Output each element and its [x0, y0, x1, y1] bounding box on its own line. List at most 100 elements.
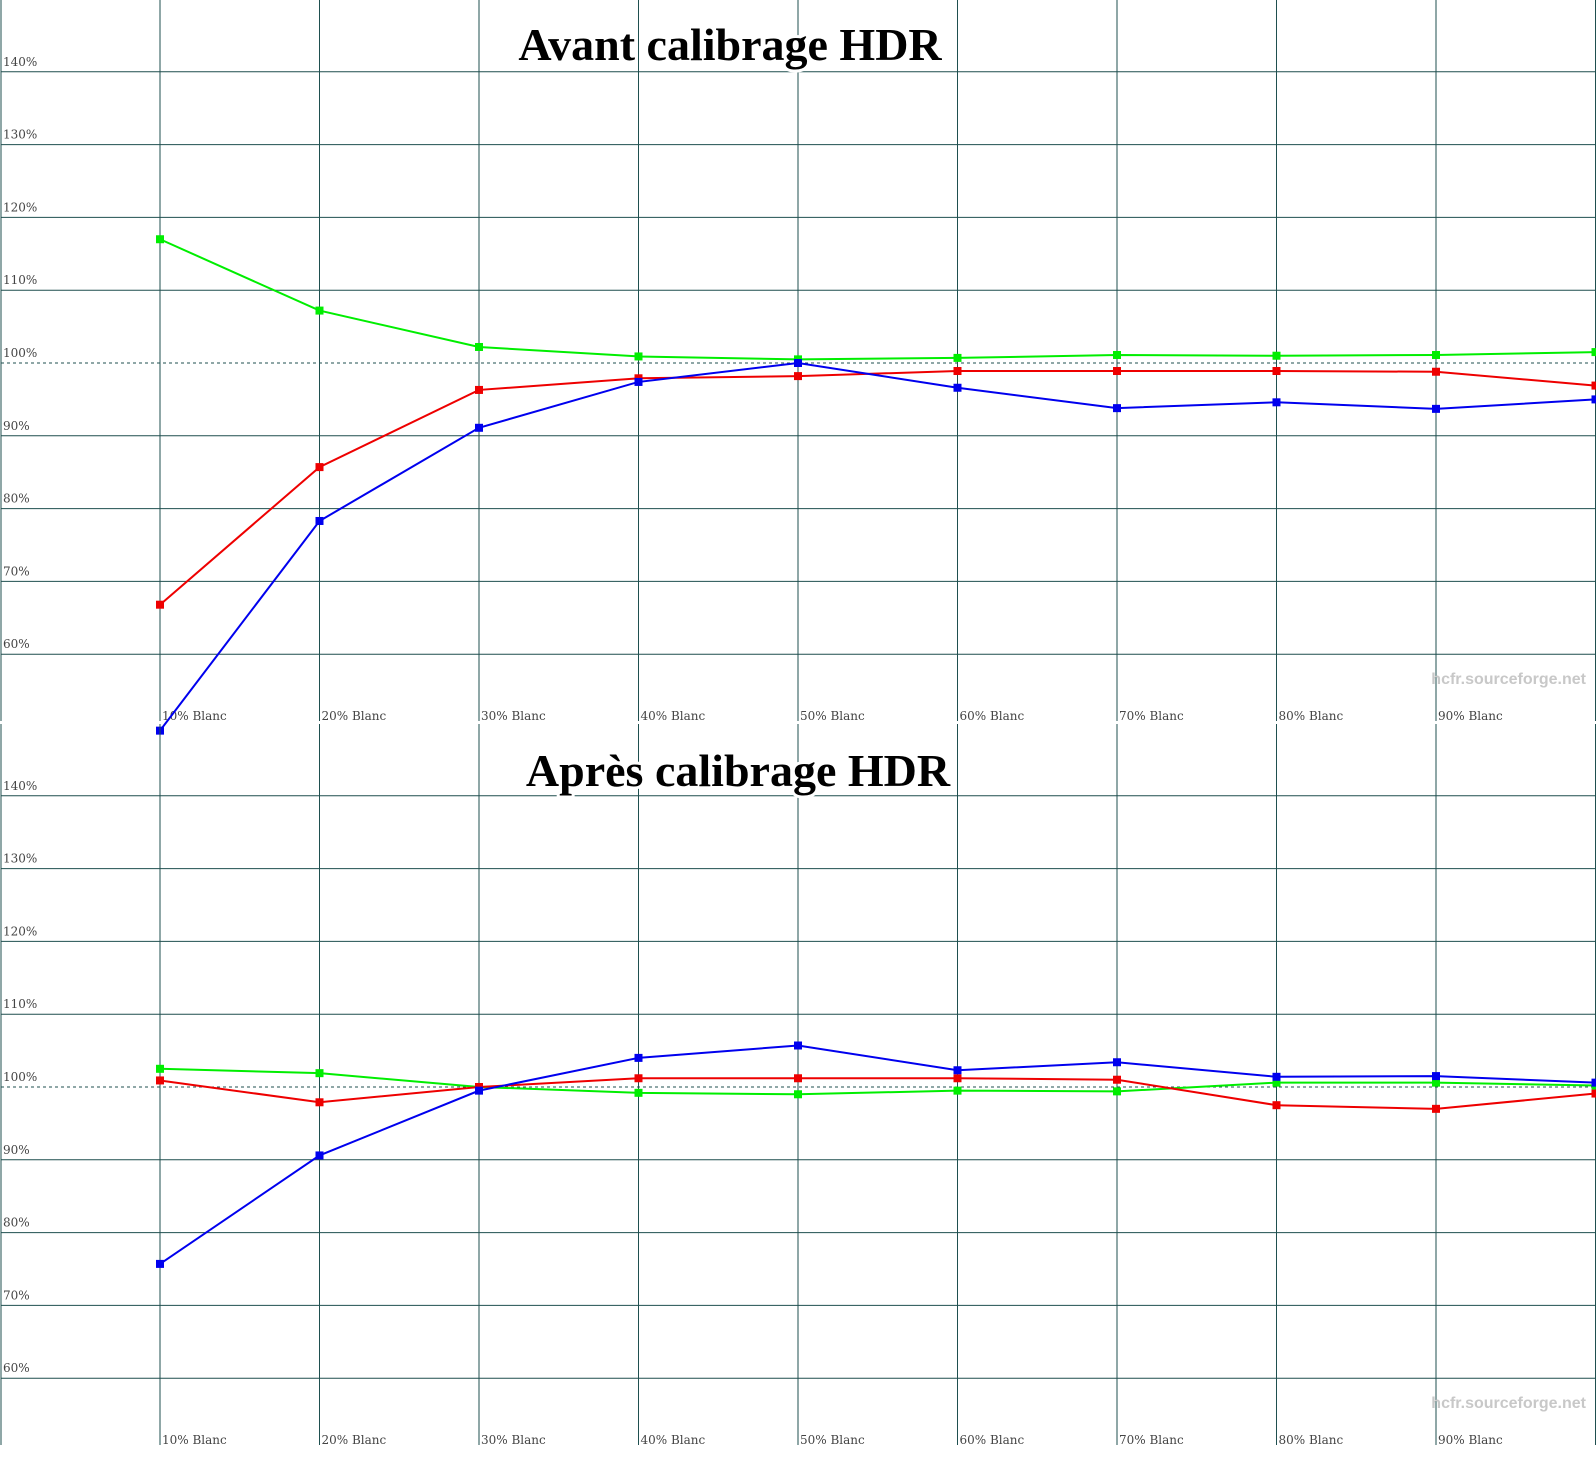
series-line-1 [159, 1067, 1596, 1096]
y-tick-label: 110% [3, 273, 37, 287]
data-point [1591, 348, 1596, 357]
data-point [156, 235, 164, 244]
y-tick-label: 100% [3, 1070, 37, 1084]
chart-title: Avant calibrage HDR [518, 19, 942, 70]
x-tick-label: 80% Blanc [1279, 709, 1344, 723]
x-tick-label: 70% Blanc [1119, 1433, 1184, 1447]
data-point [634, 352, 643, 361]
data-point [1113, 1087, 1121, 1096]
x-tick-label: 10% Blanc [162, 1433, 227, 1447]
y-tick-label: 90% [3, 1143, 30, 1157]
y-tick-label: 110% [3, 997, 37, 1011]
series-line-2 [159, 1077, 1596, 1110]
chart-title: Après calibrage HDR [526, 745, 951, 796]
x-tick-label: 60% Blanc [960, 1433, 1025, 1447]
data-point [634, 1053, 643, 1062]
data-point [953, 383, 962, 392]
series-line-3 [159, 361, 1596, 732]
data-point [953, 353, 962, 362]
data-point [1432, 1104, 1440, 1113]
x-tick-label: 90% Blanc [1438, 709, 1503, 723]
data-point [315, 1098, 324, 1107]
data-point [1432, 1078, 1440, 1087]
x-tick-label: 30% Blanc [481, 709, 546, 723]
y-tick-label: 130% [3, 852, 37, 866]
data-point [156, 1259, 164, 1268]
data-point [1432, 350, 1440, 359]
y-tick-label: 70% [3, 564, 30, 578]
data-point [794, 359, 802, 367]
series-line-3 [159, 1044, 1596, 1265]
data-point [1272, 1072, 1281, 1081]
y-tick-label: 120% [3, 200, 37, 214]
x-tick-label: 20% Blanc [322, 1433, 387, 1447]
data-point [1272, 1101, 1281, 1110]
chart-panel-1: 60% 70% 80% 90% 100% 110% 120% 130% 140% 10% Blan… [0, 0, 1596, 735]
data-point [953, 367, 962, 376]
y-tick-label: 70% [3, 1288, 30, 1302]
x-tick-label: 50% Blanc [800, 1433, 865, 1447]
data-point [1113, 1058, 1121, 1067]
data-point [1591, 1089, 1596, 1098]
y-tick-label: 130% [3, 128, 37, 142]
data-point [315, 1151, 324, 1160]
y-tick-label: 140% [3, 779, 37, 793]
data-point [1432, 404, 1440, 413]
series-line-1 [159, 238, 1596, 361]
y-tick-label: 140% [3, 55, 37, 69]
data-point [156, 600, 164, 609]
x-tick-label: 60% Blanc [960, 709, 1025, 723]
data-point [1591, 395, 1596, 404]
data-point [315, 516, 324, 525]
data-point [156, 1064, 164, 1073]
data-point [794, 1074, 802, 1083]
data-point [475, 342, 483, 351]
data-point [475, 385, 483, 394]
data-point [634, 1074, 643, 1083]
data-point [1272, 351, 1281, 360]
data-point [794, 1090, 802, 1099]
y-tick-label: 60% [3, 637, 30, 651]
data-point [1272, 398, 1281, 407]
data-point [315, 306, 324, 315]
y-tick-label: 80% [3, 1216, 30, 1230]
data-point [1113, 404, 1121, 413]
credit-watermark: hcfr.sourceforge.net [1431, 671, 1586, 688]
credit-watermark: hcfr.sourceforge.net [1431, 1395, 1586, 1412]
x-tick-label: 20% Blanc [322, 709, 387, 723]
data-point [1432, 367, 1440, 376]
y-tick-label: 60% [3, 1361, 30, 1375]
data-point [1113, 1075, 1121, 1084]
y-tick-label: 120% [3, 924, 37, 938]
x-tick-label: 70% Blanc [1119, 709, 1184, 723]
data-point [953, 1086, 962, 1095]
x-tick-label: 40% Blanc [641, 709, 706, 723]
data-point [475, 423, 483, 432]
data-point [634, 1088, 643, 1097]
data-point [634, 377, 643, 386]
x-tick-label: 80% Blanc [1279, 1433, 1344, 1447]
y-tick-label: 90% [3, 419, 30, 433]
data-point [794, 372, 802, 381]
series-line-2 [159, 370, 1596, 606]
data-point [315, 463, 324, 472]
data-point [1113, 367, 1121, 376]
x-tick-label: 90% Blanc [1438, 1433, 1503, 1447]
y-tick-label: 100% [3, 346, 37, 360]
data-point [1591, 1078, 1596, 1087]
data-point [1272, 367, 1281, 376]
data-point [953, 1074, 962, 1083]
y-tick-label: 80% [3, 492, 30, 506]
data-point [475, 1086, 483, 1095]
chart-panel-2: 60% 70% 80% 90% 100% 110% 120% 130% 140% 10% Blan… [0, 724, 1596, 1447]
data-point [794, 1041, 802, 1050]
x-tick-label: 30% Blanc [481, 1433, 546, 1447]
data-point [156, 1076, 164, 1085]
data-point [953, 1066, 962, 1075]
data-point [1113, 350, 1121, 359]
data-point [315, 1069, 324, 1078]
x-tick-label: 40% Blanc [641, 1433, 706, 1447]
data-point [1432, 1072, 1440, 1081]
x-tick-label: 50% Blanc [800, 709, 865, 723]
